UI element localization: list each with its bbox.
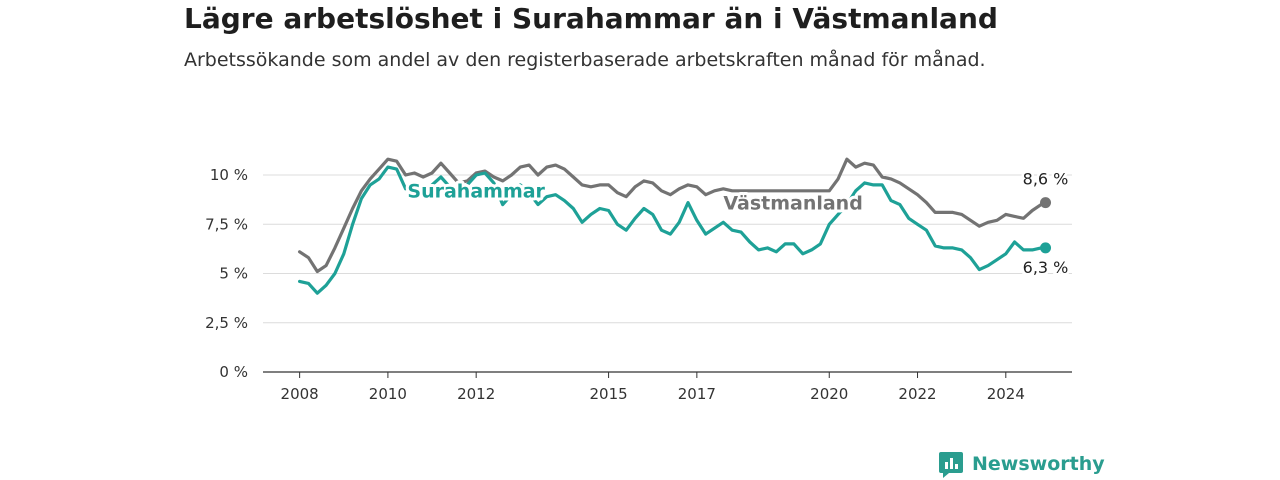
x-tick-label: 2010 — [369, 385, 407, 403]
chart-subtitle: Arbetssökande som andel av den registerb… — [184, 49, 986, 71]
end-value-label: 8,6 % — [1023, 170, 1069, 189]
y-tick-label: 5 % — [219, 265, 248, 283]
line-chart: 0 % 2,5 % 5 % 7,5 % 10 % 2008 2010 2012 2015 2017… — [205, 157, 1072, 403]
series-label: Surahammar — [407, 181, 545, 203]
series-end-point-v-stmanland — [1040, 197, 1052, 209]
x-tick-label: 2017 — [678, 385, 716, 403]
page-title: Lägre arbetslöshet i Surahammar än i Väs… — [184, 2, 998, 35]
series-lines — [298, 157, 1052, 295]
series-line-v-stmanland — [298, 157, 1048, 274]
x-tick-label: 2020 — [810, 385, 848, 403]
y-tick-label: 7,5 % — [205, 215, 248, 233]
x-tick-label: 2008 — [281, 385, 319, 403]
series-label: Västmanland — [723, 192, 863, 214]
series-line-surahammar — [298, 165, 1048, 295]
brand-logo: Newsworthy — [938, 450, 1105, 478]
series-end-point-surahammar — [1040, 242, 1052, 254]
axes: 0 % 2,5 % 5 % 7,5 % 10 % 2008 2010 2012 2015 2017… — [205, 166, 1072, 403]
x-tick-label: 2012 — [457, 385, 495, 403]
x-tick-label: 2022 — [898, 385, 936, 403]
y-tick-label: 10 % — [210, 166, 248, 184]
x-tick-label: 2024 — [987, 385, 1025, 403]
y-tick-label: 0 % — [219, 363, 248, 381]
newsworthy-logo-icon — [939, 452, 963, 478]
x-tick-label: 2015 — [589, 385, 627, 403]
brand-name: Newsworthy — [972, 453, 1105, 475]
end-value-label: 6,3 % — [1023, 258, 1069, 277]
y-tick-label: 2,5 % — [205, 314, 248, 332]
series-labels: Surahammar Västmanland 8,6 % 6,3 % — [404, 167, 1070, 279]
